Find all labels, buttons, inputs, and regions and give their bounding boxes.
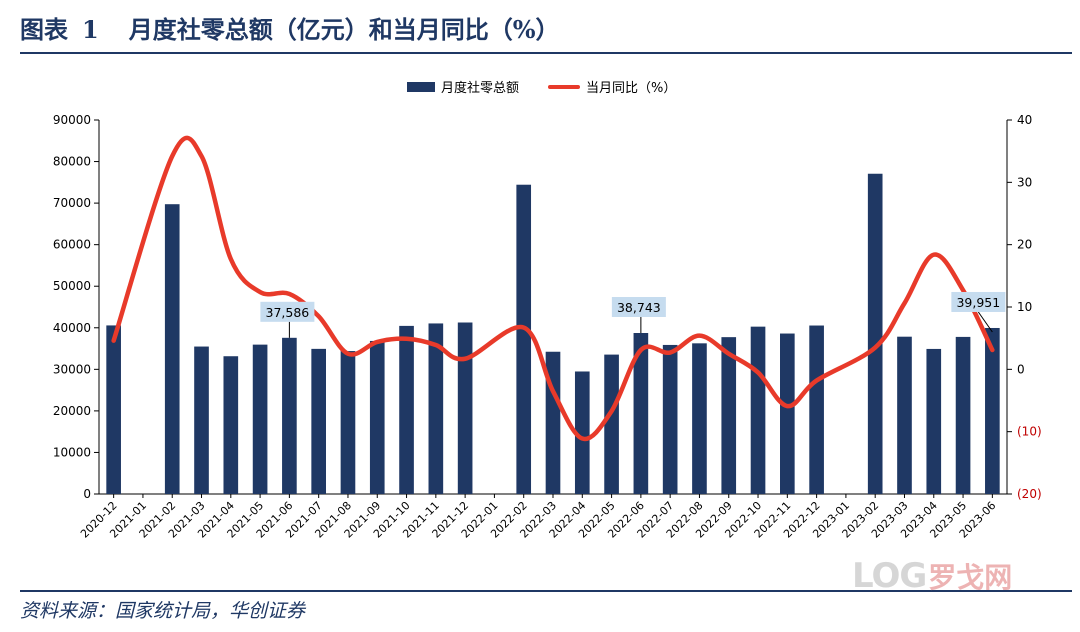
callout-label: 37,586 bbox=[266, 305, 310, 320]
y-right-tick-label: 20 bbox=[1017, 238, 1032, 252]
yoy-line bbox=[111, 135, 995, 442]
bar bbox=[926, 348, 942, 494]
bar bbox=[428, 323, 444, 494]
bar bbox=[867, 173, 883, 494]
y-left-tick-label: 50000 bbox=[53, 279, 91, 293]
bar bbox=[633, 333, 649, 494]
callout-box bbox=[260, 301, 315, 322]
y-right-tick-label: (20) bbox=[1017, 487, 1042, 501]
bar bbox=[399, 325, 414, 494]
bar bbox=[340, 351, 356, 494]
callout-box bbox=[611, 297, 666, 318]
title-divider bbox=[20, 52, 1072, 54]
chart-canvas: 月度社零总额 当月同比（%） 0 10000 20000 30000 40000 5000… bbox=[53, 80, 1042, 541]
title-number: 1 bbox=[82, 15, 99, 44]
bar bbox=[809, 325, 824, 494]
bar bbox=[194, 346, 209, 494]
bar bbox=[164, 204, 180, 494]
chart-title: 图表 1 月度社零总额（亿元）和当月同比（%） bbox=[20, 8, 560, 52]
bar bbox=[223, 356, 239, 494]
title-label: 图表 bbox=[20, 15, 68, 44]
bar bbox=[780, 333, 795, 494]
bar bbox=[369, 340, 385, 494]
bar bbox=[692, 343, 707, 494]
y-right-tick-label: (10) bbox=[1017, 425, 1042, 439]
legend: 月度社零总额 当月同比（%） bbox=[407, 80, 676, 96]
watermark-logo: LOG罗戈网 bbox=[852, 556, 1012, 596]
y-left-tick-label: 80000 bbox=[53, 155, 91, 169]
y-left-tick-label: 60000 bbox=[53, 238, 91, 252]
footer-divider bbox=[20, 590, 1072, 592]
callout-leader bbox=[977, 311, 993, 333]
callout-box bbox=[951, 291, 1006, 312]
bar bbox=[897, 336, 912, 494]
y-left-tick-label: 20000 bbox=[53, 404, 91, 418]
bar bbox=[955, 336, 971, 494]
legend-bar-label: 月度社零总额 bbox=[441, 80, 519, 96]
bar bbox=[516, 184, 532, 494]
title-text: 月度社零总额（亿元）和当月同比（%） bbox=[128, 15, 560, 44]
callouts: 37,586 38,743 39,951 bbox=[260, 291, 1006, 338]
y-right-tick-label: 30 bbox=[1017, 175, 1032, 189]
watermark-cn: 罗戈网 bbox=[928, 561, 1013, 594]
bar-series bbox=[106, 173, 1000, 494]
bar bbox=[106, 325, 121, 494]
bar bbox=[750, 326, 766, 494]
bar bbox=[574, 371, 590, 494]
y-left-tick-label: 40000 bbox=[53, 321, 91, 335]
bar bbox=[457, 322, 473, 494]
y-right-tick-label: 0 bbox=[1017, 362, 1025, 376]
y-right-tick-label: 10 bbox=[1017, 300, 1032, 314]
bar bbox=[252, 344, 268, 494]
legend-line-label: 当月同比（%） bbox=[586, 81, 676, 96]
legend-bar-swatch bbox=[407, 82, 435, 92]
bar bbox=[985, 327, 1000, 494]
watermark-latin: LOG bbox=[852, 556, 927, 596]
callout-label: 39,951 bbox=[956, 295, 1000, 310]
y-left-tick-label: 0 bbox=[83, 487, 91, 501]
callout-label: 38,743 bbox=[617, 300, 661, 315]
line-series bbox=[111, 135, 995, 442]
bar bbox=[604, 354, 619, 494]
bar bbox=[721, 337, 737, 494]
source-note: 资料来源：国家统计局，华创证券 bbox=[20, 600, 306, 622]
y-left-tick-label: 70000 bbox=[53, 196, 91, 210]
y-right-tick-label: 40 bbox=[1017, 113, 1032, 127]
bar bbox=[662, 344, 678, 494]
y-left-tick-label: 30000 bbox=[53, 362, 91, 376]
bar bbox=[282, 337, 297, 494]
y-left-tick-label: 10000 bbox=[53, 445, 91, 459]
bar bbox=[311, 348, 326, 494]
y-left-tick-label: 90000 bbox=[53, 113, 91, 127]
